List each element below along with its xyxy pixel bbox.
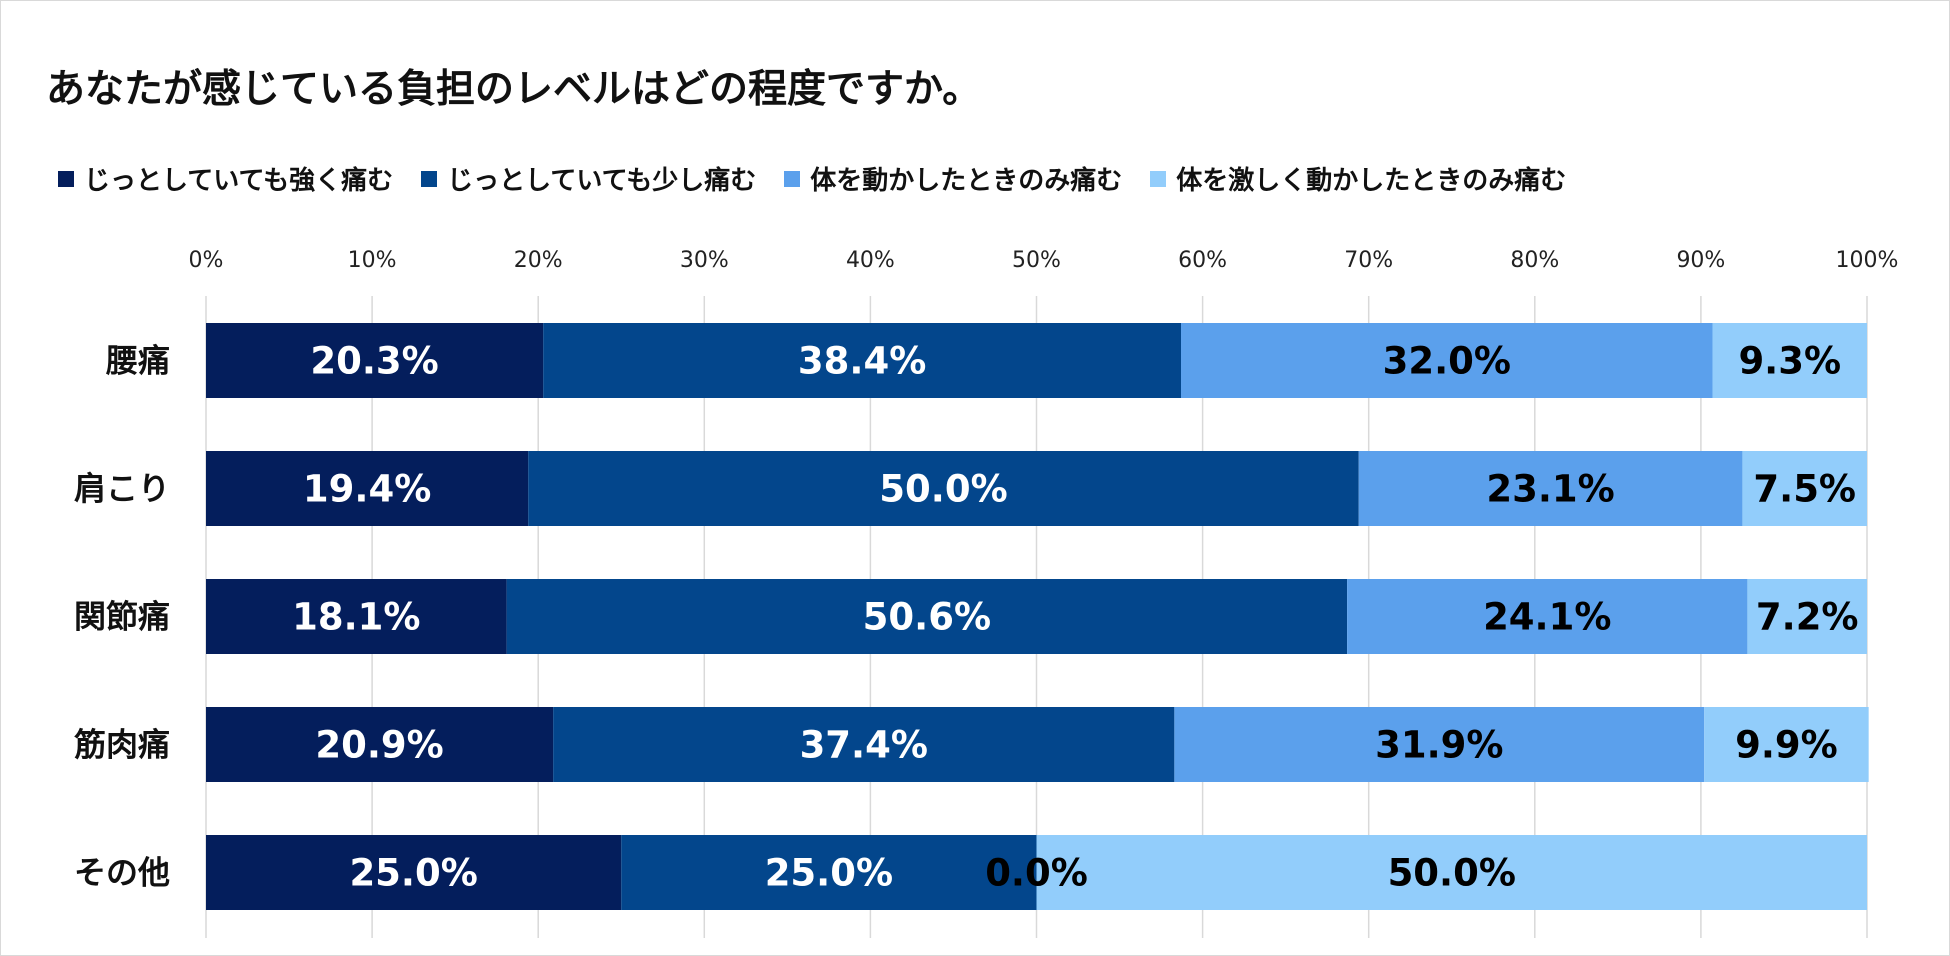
bar-segment [621,835,1037,910]
bar-segment [206,835,622,910]
bar-segment [1704,707,1869,782]
data-label: 38.4% [798,340,926,383]
bar-segment [206,323,544,398]
data-label: 32.0% [1383,340,1511,383]
legend-item: じっとしていても強く痛む [58,160,393,197]
bar-segment [1358,451,1743,526]
data-label: 25.0% [765,852,893,895]
category-label: 筋肉痛 [74,726,170,764]
category-label: 腰痛 [106,342,170,380]
bar-segment [528,451,1359,526]
data-label: 7.2% [1756,596,1859,639]
bar-segment [1174,707,1705,782]
bar-segment [1747,579,1867,654]
x-tick-label: 80% [1510,248,1559,273]
data-label: 50.0% [879,468,1007,511]
bar-segment [1347,579,1748,654]
data-label: 23.1% [1486,468,1614,511]
bar-segment [206,579,507,654]
x-tick-label: 10% [348,248,397,273]
data-label: 25.0% [349,852,477,895]
data-label: 18.1% [292,596,420,639]
bar-segment [506,579,1348,654]
category-label: その他 [74,854,170,892]
x-tick-label: 20% [514,248,563,273]
data-label: 24.1% [1483,596,1611,639]
legend-swatch [58,170,74,187]
x-tick-label: 60% [1178,248,1227,273]
category-label: 肩こり [74,470,170,508]
legend-swatch [784,170,801,187]
x-tick-label: 70% [1344,248,1393,273]
bar-segment [553,707,1175,782]
bar-segment [1742,451,1867,526]
data-label: 19.4% [303,468,431,511]
data-label: 20.3% [310,340,438,383]
legend-item: 体を激しく動かしたときのみ痛む [1150,160,1566,197]
x-tick-label: 40% [846,248,895,273]
data-label: 50.0% [1388,852,1516,895]
legend-label: 体を動かしたときのみ痛む [810,166,1123,196]
legend-label: じっとしていても少し痛む [447,166,757,196]
x-tick-label: 100% [1836,248,1899,273]
data-label: 37.4% [800,724,928,767]
bar-segment [543,323,1182,398]
legend-item: 体を動かしたときのみ痛む [784,160,1122,197]
data-label: 31.9% [1375,724,1503,767]
category-label: 関節痛 [74,598,170,636]
chart-title: あなたが感じている負担のレベルはどの程度ですか。 [46,67,982,112]
data-label: 9.3% [1738,340,1841,383]
bar-segment [1712,323,1867,398]
data-label: 20.9% [315,724,443,767]
bar-segment [206,451,529,526]
x-tick-label: 0% [189,248,224,273]
data-label: 0.0% [985,852,1088,895]
x-tick-label: 90% [1676,248,1725,273]
legend-label: じっとしていても強く痛む [84,166,394,196]
legend-label: 体を激しく動かしたときのみ痛む [1176,166,1567,196]
bar-segment [1036,835,1867,910]
data-label: 50.6% [863,596,991,639]
legend-item: じっとしていても少し痛む [421,160,756,197]
legend-swatch [421,170,438,187]
data-label: 7.5% [1753,468,1856,511]
bar-segment [206,707,554,782]
data-label: 9.9% [1735,724,1838,767]
legend-swatch [1150,170,1167,187]
x-tick-label: 50% [1012,248,1061,273]
bar-segment [1181,323,1713,398]
chart-legend: じっとしていても強く痛む じっとしていても少し痛む 体を動かしたときのみ痛む 体を激し… [58,160,1594,197]
x-tick-label: 30% [680,248,729,273]
